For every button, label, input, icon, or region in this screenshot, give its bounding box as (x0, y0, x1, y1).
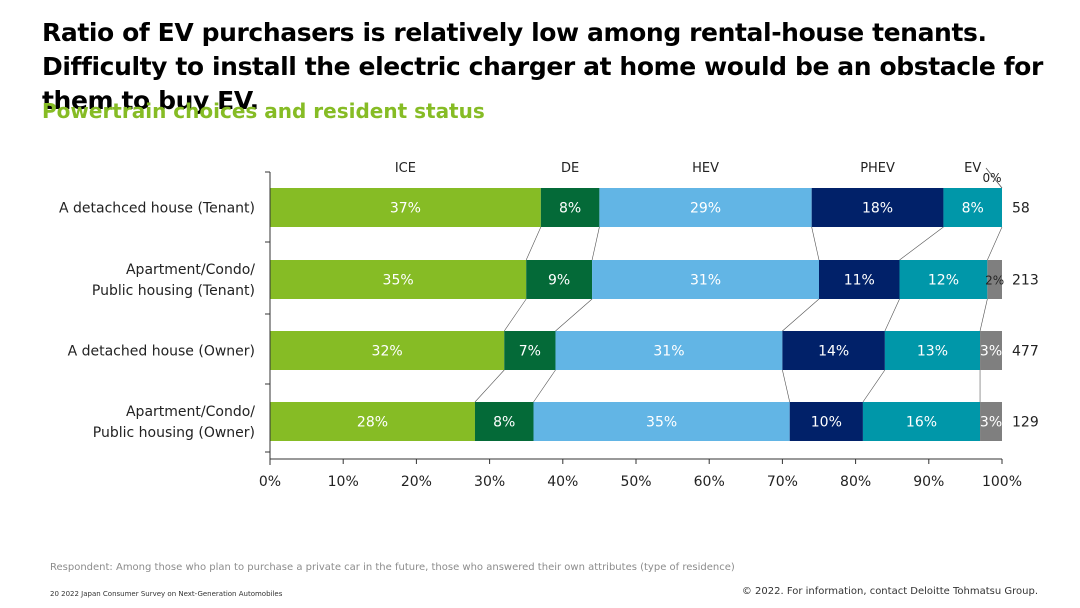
bar-segment (811, 188, 944, 227)
data-label: 8% (962, 201, 984, 217)
data-label: 3% (980, 415, 1002, 431)
bar-segment (782, 331, 885, 370)
legend-label: PHEV (860, 161, 895, 176)
bar-segment (987, 260, 1002, 299)
legend-label: DE (561, 161, 579, 176)
bar-segment (862, 402, 981, 441)
bar-segment (270, 188, 541, 227)
data-label: 2% (985, 274, 1004, 288)
data-label: 8% (559, 201, 581, 217)
x-tick-label: 80% (840, 474, 871, 490)
data-label: 7% (519, 344, 541, 360)
connector-line (862, 369, 886, 403)
data-label: 14% (818, 344, 849, 360)
bar-segment (899, 260, 988, 299)
bar-segment (270, 260, 527, 299)
bar-segment (540, 188, 600, 227)
page-info: 20 2022 Japan Consumer Survey on Next-Ge… (50, 590, 283, 598)
connector-line (987, 226, 1003, 261)
bar-segment (884, 331, 981, 370)
data-label: 12% (928, 273, 959, 289)
connector-line (525, 226, 542, 261)
connector-line (782, 369, 791, 403)
x-tick-label: 90% (913, 474, 944, 490)
connector-line (884, 298, 900, 332)
connector-line (555, 298, 593, 332)
data-label: 31% (653, 344, 684, 360)
data-label: 11% (844, 273, 875, 289)
bar-segment (943, 188, 1002, 227)
bar-segment (533, 402, 790, 441)
copyright: © 2022. For information, contact Deloitt… (741, 586, 1038, 597)
connector-line (503, 298, 527, 332)
sample-size-label: 129 (1012, 415, 1039, 431)
x-tick-label: 30% (474, 474, 505, 490)
category-label: A detachced house (Tenant) (59, 201, 255, 217)
sample-size-label: 213 (1012, 273, 1039, 289)
x-tick-label: 20% (401, 474, 432, 490)
category-label: Apartment/Condo/ (126, 404, 255, 420)
bar-segment (599, 188, 812, 227)
data-label: 16% (906, 415, 937, 431)
x-tick-label: 100% (982, 474, 1022, 490)
footnote: Respondent: Among those who plan to purc… (50, 562, 735, 573)
connector-line (899, 226, 944, 261)
data-label: 29% (690, 201, 721, 217)
category-label: Apartment/Condo/ (126, 262, 255, 278)
legend-label: EV (964, 161, 981, 176)
data-label: 8% (493, 415, 515, 431)
sample-size-label: 58 (1012, 201, 1030, 217)
connector-line (533, 369, 556, 403)
x-tick-label: 70% (767, 474, 798, 490)
label-leader-line (985, 167, 1003, 189)
data-label: 35% (646, 415, 677, 431)
data-label: 31% (690, 273, 721, 289)
sample-size-label: 477 (1012, 344, 1039, 360)
x-tick-label: 0% (259, 474, 281, 490)
legend-label: HEV (692, 161, 719, 176)
bar-segment (504, 331, 556, 370)
data-label: 18% (862, 201, 893, 217)
bar-segment (270, 402, 475, 441)
data-label: 32% (372, 344, 403, 360)
category-label: A detached house (Owner) (68, 344, 255, 360)
bar-segment (789, 402, 863, 441)
x-tick-label: 40% (547, 474, 578, 490)
bar-segment (980, 331, 1002, 370)
x-tick-label: 10% (328, 474, 359, 490)
data-label: 35% (383, 273, 414, 289)
chart-subtitle: Powertrain choices and resident status (42, 99, 485, 123)
connector-line (591, 226, 600, 261)
data-label: 9% (548, 273, 570, 289)
legend-label: ICE (395, 161, 416, 176)
bar-segment (526, 260, 593, 299)
connector-line (474, 369, 505, 403)
data-label: 37% (390, 201, 421, 217)
data-label: 3% (980, 344, 1002, 360)
bar-segment (270, 331, 505, 370)
page-title: Ratio of EV purchasers is relatively low… (42, 18, 1043, 115)
x-tick-label: 60% (694, 474, 725, 490)
x-tick-label: 50% (620, 474, 651, 490)
bar-segment (592, 260, 819, 299)
data-label: 10% (811, 415, 842, 431)
connector-line (979, 298, 988, 332)
data-label: 13% (917, 344, 948, 360)
bar-segment (555, 331, 783, 370)
connector-line (811, 226, 820, 261)
bar-segment (819, 260, 900, 299)
data-label: 28% (357, 415, 388, 431)
category-label: Public housing (Owner) (93, 425, 255, 441)
data-label: 0% (982, 171, 1001, 185)
bar-segment (474, 402, 534, 441)
connector-line (782, 298, 820, 332)
category-label: Public housing (Tenant) (92, 283, 255, 299)
bar-segment (980, 402, 1002, 441)
